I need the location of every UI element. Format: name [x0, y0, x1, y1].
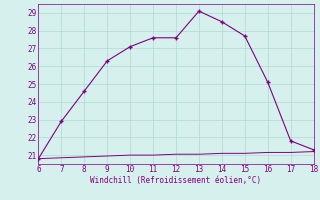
- X-axis label: Windchill (Refroidissement éolien,°C): Windchill (Refroidissement éolien,°C): [91, 176, 261, 185]
